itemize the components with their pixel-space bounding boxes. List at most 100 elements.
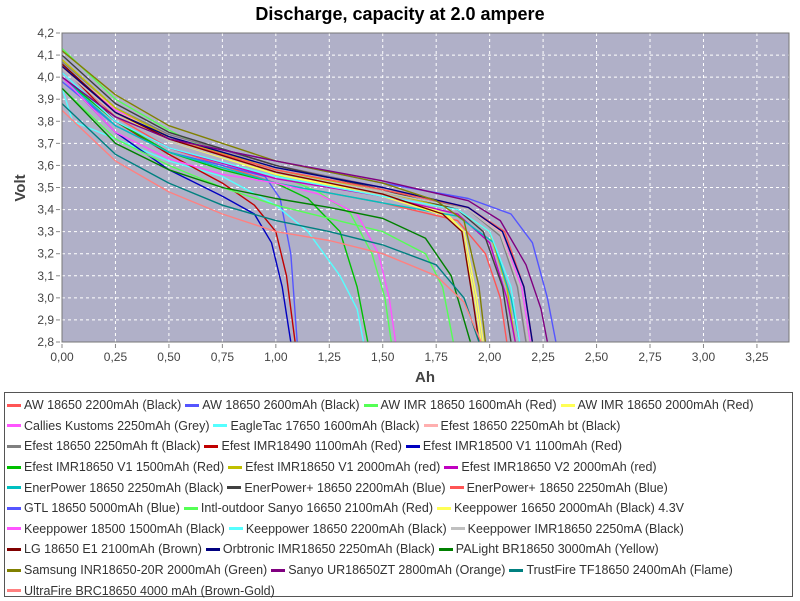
legend-swatch <box>7 547 21 551</box>
legend-swatch <box>363 403 378 407</box>
x-tick-label: 1,25 <box>318 350 342 364</box>
legend-label: EagleTac 17650 1600mAh (Black) <box>230 418 420 433</box>
legend-row: Efest IMR18650 V1 1500mAh (Red) Efest IMR… <box>5 457 792 478</box>
legend-item: AW IMR 18650 2000mAh (Red) <box>560 398 754 413</box>
legend-item: Efest IMR18650 V2 2000mAh (red) <box>444 460 657 475</box>
legend-swatch <box>227 486 242 490</box>
legend-label: Samsung INR18650-20R 2000mAh (Green) <box>24 563 268 578</box>
legend-label: Keeppower 18650 2200mAh (Black) <box>245 521 447 536</box>
legend-label: TrustFire TF18650 2400mAh (Flame) <box>526 563 733 578</box>
legend-item: AW 18650 2600mAh (Black) <box>185 398 360 413</box>
legend-label: Efest IMR18500 V1 1100mAh (Red) <box>422 439 623 454</box>
series-line-5 <box>61 87 365 343</box>
legend-label: Orbtronic IMR18650 2250mAh (Black) <box>222 542 435 557</box>
series-lines <box>61 47 557 343</box>
legend-swatch <box>449 486 464 490</box>
y-tick-label: 3,4 <box>37 203 54 217</box>
y-axis-label: Volt <box>12 174 29 201</box>
y-tick-label: 3,8 <box>37 114 54 128</box>
legend-swatch <box>509 568 524 572</box>
legend-item: Keeppower 18650 2200mAh (Black) <box>228 521 447 536</box>
legend-swatch <box>423 424 438 428</box>
legend-label: Intl-outdoor Sanyo 16650 2100mAh (Red) <box>200 501 433 516</box>
x-tick-label: 2,00 <box>478 350 502 364</box>
legend-row: Keeppower 18500 1500mAh (Black) Keeppower… <box>5 519 792 540</box>
x-axis-label: Ah <box>415 369 435 386</box>
legend-swatch <box>438 547 453 551</box>
series-line-17 <box>61 87 454 343</box>
series-line-25 <box>61 50 487 343</box>
legend-label: AW 18650 2200mAh (Black) <box>24 398 182 413</box>
legend-row: AW 18650 2200mAh (Black) AW 18650 2600mAh… <box>5 395 792 416</box>
legend-item: EnerPower+ 18650 2250mAh (Blue) <box>449 481 668 495</box>
legend-item: AW 18650 2200mAh (Black) <box>7 398 181 412</box>
legend-item: GTL 18650 5000mAh (Blue) <box>7 501 180 515</box>
series-line-2 <box>61 47 392 343</box>
legend-item: EnerPower+ 18650 2200mAh (Blue) <box>227 481 446 495</box>
legend-swatch <box>560 403 575 407</box>
legend-swatch <box>271 568 286 572</box>
legend-item: Efest IMR18500 V1 1100mAh (Red) <box>405 439 623 454</box>
legend-swatch <box>450 527 465 531</box>
y-tick-label: 4,1 <box>37 48 54 62</box>
series-line-28 <box>61 109 482 343</box>
legend-label: AW 18650 2600mAh (Black) <box>202 398 360 413</box>
y-tick-label: 3,6 <box>37 158 54 172</box>
y-tick-label: 4,0 <box>37 70 54 84</box>
legend-item: AW IMR 18650 1600mAh (Red) <box>363 398 557 412</box>
x-tick-label: 2,25 <box>531 350 555 364</box>
legend-label: LG 18650 E1 2100mAh (Brown) <box>24 542 202 557</box>
y-tick-label: 3,2 <box>37 247 54 261</box>
legend-item: PALight BR18650 3000mAh (Yellow) <box>438 542 659 556</box>
y-tick-label: 3,9 <box>37 92 54 106</box>
legend-item: Intl-outdoor Sanyo 16650 2100mAh (Red) <box>183 501 433 516</box>
series-line-27 <box>61 103 480 343</box>
legend-swatch <box>7 465 21 469</box>
series-line-20 <box>61 72 521 343</box>
legend-label: Efest IMR18650 V2 2000mAh (red) <box>461 460 657 475</box>
legend-label: Efest IMR18650 V1 2000mAh (red) <box>245 460 441 475</box>
x-tick-label: 3,00 <box>692 350 716 364</box>
x-tick-label: 0,50 <box>157 350 181 364</box>
legend-swatch <box>7 506 21 510</box>
x-tick-label: 0,75 <box>211 350 235 364</box>
series-line-9 <box>61 76 292 343</box>
legend-row: Samsung INR18650-20R 2000mAh (Green) Sany… <box>5 560 792 581</box>
series-line-19 <box>61 76 397 343</box>
legend-item: EagleTac 17650 1600mAh (Black) <box>213 418 420 433</box>
legend-swatch <box>7 568 21 572</box>
x-tick-label: 2,50 <box>585 350 609 364</box>
legend-label: EnerPower 18650 2250mAh (Black) <box>24 480 224 495</box>
x-tick-label: 1,00 <box>264 350 288 364</box>
grid-lines <box>62 33 789 342</box>
legend-swatch <box>7 424 21 428</box>
axes: 0,00 0,25 0,50 0,75 1,00 1,25 1,50 1,75 2,00 2,25… <box>37 26 790 364</box>
legend-swatch <box>405 444 420 448</box>
legend-label: AW IMR 18650 2000mAh (Red) <box>577 398 754 413</box>
x-tick-label: 3,25 <box>745 350 769 364</box>
legend-swatch <box>213 424 228 428</box>
legend-swatch <box>205 547 220 551</box>
chart-title: Discharge, capacity at 2.0 ampere <box>255 4 545 24</box>
legend-label: Efest IMR18490 1100mAh (Red) <box>221 439 402 454</box>
legend-row: UltraFire BRC18650 4000 mAh (Brown-Gold) <box>5 580 792 601</box>
legend-item: TrustFire TF18650 2400mAh (Flame) <box>509 563 733 578</box>
legend-row: EnerPower 18650 2250mAh (Black) EnerPower… <box>5 477 792 498</box>
legend-row: LG 18650 E1 2100mAh (Brown) Orbtronic IMR… <box>5 539 792 560</box>
series-line-13 <box>61 76 521 343</box>
legend-swatch <box>7 486 21 490</box>
legend-swatch <box>444 465 459 469</box>
legend: AW 18650 2200mAh (Black) AW 18650 2600mAh… <box>4 392 793 598</box>
x-tick-label: 1,75 <box>425 350 449 364</box>
legend-item: Samsung INR18650-20R 2000mAh (Green) <box>7 563 267 577</box>
legend-item: EnerPower 18650 2250mAh (Black) <box>7 481 223 495</box>
series-line-23 <box>61 65 534 343</box>
y-tick-label: 3,1 <box>37 269 54 283</box>
legend-swatch <box>228 527 243 531</box>
chart-plot: 0,00 0,25 0,50 0,75 1,00 1,25 1,50 1,75 2,00 2,25… <box>12 26 790 386</box>
y-tick-label: 3,3 <box>37 225 54 239</box>
legend-swatch <box>183 506 198 510</box>
legend-item: Sanyo UR18650ZT 2800mAh (Orange) <box>271 563 505 577</box>
legend-item: Efest IMR18490 1100mAh (Red) <box>204 439 402 454</box>
legend-label: Efest 18650 2250mAh ft (Black) <box>24 439 201 454</box>
